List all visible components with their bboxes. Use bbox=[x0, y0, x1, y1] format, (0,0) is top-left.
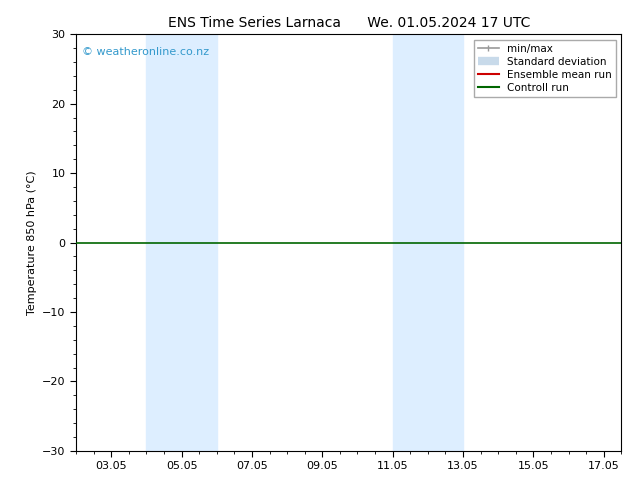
Y-axis label: Temperature 850 hPa (°C): Temperature 850 hPa (°C) bbox=[27, 170, 37, 315]
Text: © weatheronline.co.nz: © weatheronline.co.nz bbox=[82, 47, 209, 57]
Title: ENS Time Series Larnaca      We. 01.05.2024 17 UTC: ENS Time Series Larnaca We. 01.05.2024 1… bbox=[167, 16, 530, 30]
Legend: min/max, Standard deviation, Ensemble mean run, Controll run: min/max, Standard deviation, Ensemble me… bbox=[474, 40, 616, 97]
Bar bbox=[392, 34, 463, 451]
Bar bbox=[146, 34, 217, 451]
